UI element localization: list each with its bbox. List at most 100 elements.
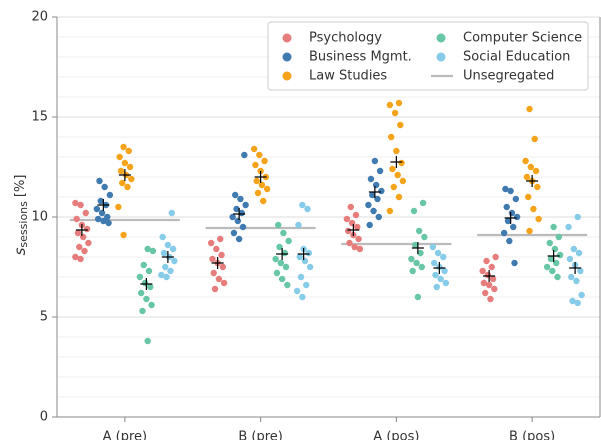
legend-label: Computer Science (463, 31, 582, 46)
point (348, 219, 356, 227)
point (74, 229, 82, 237)
y-label-subscript: sessions (17, 201, 30, 248)
point (526, 105, 533, 113)
mean-marker (75, 224, 88, 236)
point (553, 259, 560, 267)
point (126, 163, 134, 171)
point (145, 267, 153, 275)
point (261, 157, 268, 165)
point (442, 279, 450, 287)
point (507, 187, 514, 195)
point (229, 213, 236, 221)
point (570, 245, 578, 253)
point (217, 235, 224, 243)
point (83, 225, 91, 233)
point (351, 243, 358, 251)
point (502, 185, 509, 193)
point (549, 267, 556, 275)
point (218, 251, 225, 259)
point (144, 337, 151, 345)
legend-marker (436, 33, 446, 43)
y-label-unit: [%] (13, 175, 28, 198)
point (234, 217, 242, 225)
point (81, 247, 88, 255)
point (293, 287, 301, 295)
point (566, 255, 574, 263)
point (242, 201, 249, 209)
point (506, 237, 513, 245)
point (93, 205, 101, 213)
point (370, 207, 377, 215)
point (209, 255, 216, 263)
x-tick-label: A (pre) (103, 430, 147, 441)
point (121, 159, 129, 167)
point (94, 215, 102, 223)
point (295, 221, 302, 229)
legend-label: Psychology (309, 31, 382, 46)
point (72, 199, 79, 207)
point (578, 291, 585, 299)
point (441, 267, 448, 275)
point (410, 207, 418, 215)
mean-marker (347, 224, 360, 236)
point (117, 167, 125, 175)
point (393, 147, 400, 155)
point (483, 257, 490, 265)
point (512, 195, 520, 203)
point (210, 269, 217, 277)
point (429, 243, 437, 251)
y-tick-label: 0 (40, 410, 48, 425)
point (297, 273, 305, 281)
legend-marker (282, 71, 292, 81)
legend-label: Social Education (463, 50, 570, 65)
point (278, 275, 286, 283)
y-label-symbol: s (11, 247, 29, 255)
point (372, 181, 380, 189)
point (390, 183, 397, 191)
point (272, 255, 279, 263)
point (366, 221, 373, 229)
point (258, 181, 266, 189)
point (346, 239, 353, 247)
point (395, 193, 403, 201)
y-axis-label: ssessions [%] (11, 175, 31, 256)
legend-label: Business Mgmt. (309, 50, 412, 65)
point (116, 153, 123, 161)
point (394, 171, 401, 179)
point (263, 185, 271, 193)
point (241, 151, 248, 159)
point (398, 159, 405, 167)
point (508, 209, 516, 217)
point (119, 179, 126, 187)
point (565, 223, 572, 231)
point (369, 191, 376, 199)
y-tick-label: 15 (31, 110, 48, 125)
mean-marker (526, 175, 539, 187)
point (159, 233, 166, 241)
point (96, 177, 103, 185)
mean-marker (483, 270, 496, 282)
point (305, 249, 313, 257)
point (73, 215, 80, 223)
y-tick-label: 5 (40, 310, 48, 325)
mean-marker (97, 199, 110, 211)
point (137, 289, 145, 297)
point (356, 245, 364, 253)
point (550, 223, 557, 231)
mean-marker (254, 171, 267, 183)
point (299, 201, 306, 209)
point (303, 281, 310, 289)
mean-marker (276, 248, 289, 260)
point (437, 275, 444, 283)
point (304, 205, 311, 213)
point (432, 271, 439, 279)
point (148, 301, 155, 309)
point (79, 233, 87, 241)
point (575, 249, 583, 257)
point (237, 195, 244, 203)
point (480, 279, 488, 287)
point (386, 101, 394, 109)
point (215, 275, 223, 283)
point (485, 281, 493, 289)
